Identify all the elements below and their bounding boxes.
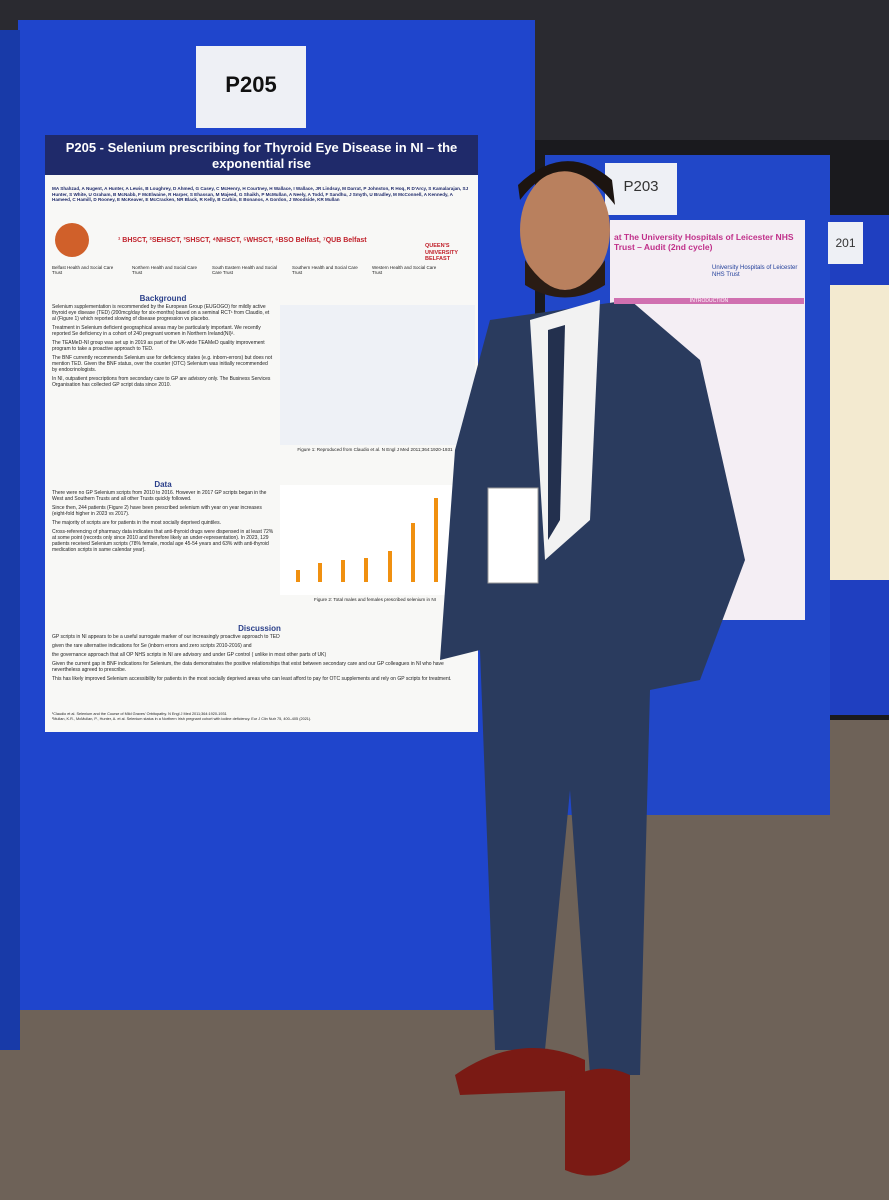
reference: ²Mullan, K.R., McMullan, P., Hunter, A. … [52,716,312,721]
discussion-section: Discussion GP scripts in NI appears to be… [52,624,467,685]
figure-caption: Figure 1: Reproduced from Claudio et al.… [297,447,453,452]
trust-name: Southern Health and Social Care Trust [292,265,358,276]
figure-caption: Figure 2: Total males and females prescr… [314,597,436,602]
references: ¹Claudio et al. Selenium and the Course … [52,712,467,721]
board-label: 201 [835,236,856,250]
paragraph: given the rare alternative indications f… [52,642,252,649]
paragraph: The BNF currently recommends Selenium us… [52,354,273,373]
paragraph: The TEAMeD-NI group was set up in 2019 a… [52,339,265,352]
poster2-section: INTRODUCTION [614,298,804,304]
section-heading: Background [139,294,187,303]
trust-name: Northern Health and Social Care Trust [132,265,198,276]
data-section: Data There were no GP Selenium scripts fr… [52,480,274,556]
figure-2 [280,485,475,595]
section-heading: Data [154,480,172,489]
paragraph: Treatment in Selenium deficient geograph… [52,324,261,337]
person [440,161,745,1176]
board-2-label [605,163,677,215]
authors: MA Shahzad, A Nugent, A Hunter, A Lewis,… [52,186,469,202]
figure-2-bars [296,498,438,582]
paragraph: Given the current gap in BNF indications… [52,660,444,673]
section-heading: Discussion [238,624,281,633]
paragraph: This has likely improved Selenium access… [52,675,452,682]
board-label: P203 [623,178,659,195]
trust-name: Western Health and Social Care Trust [372,265,437,276]
trust-logos: Belfast Health and Social Care Trust Nort… [52,265,472,276]
trust-name: Belfast Health and Social Care Trust [52,265,114,276]
logo [55,223,89,257]
reference: ¹Claudio et al. Selenium and the Course … [52,712,227,716]
paragraph: Selenium supplementation is recommended … [52,303,270,322]
board-label: P205 [225,72,277,97]
paragraph: There were no GP Selenium scripts from 2… [52,489,267,502]
paragraph: the governance approach that all OP NHS … [52,651,327,658]
figure-1 [280,305,475,445]
trust-name: South Eastern Health and Social Care Tru… [212,265,278,276]
paragraph: GP scripts in NI appears to be a useful … [52,633,280,640]
poster-title-bar [45,135,478,175]
board-3-label [828,222,863,264]
paragraph: Cross-referencing of pharmacy data indic… [52,528,274,553]
university: QUEEN'S UNIVERSITY BELFAST [425,243,458,263]
affiliations: ¹ BHSCT, ²SEHSCT, ³SHSCT, ⁴NHSCT, ⁵WHSCT… [118,237,367,244]
board-1-label [196,46,306,128]
poster2-logo: University Hospitals of Leicester NHS Tr… [712,265,798,279]
board-edge [0,30,20,1050]
poster-title: P205 - Selenium prescribing for Thyroid … [65,140,458,171]
poster2-title: at The University Hospitals of Leicester… [614,232,794,253]
paragraph: Since then, 244 patients (Figure 2) have… [52,504,262,517]
paragraph: The majority of scripts are for patients… [52,519,221,526]
background-section: Background Selenium supplementation is re… [52,294,274,391]
paragraph: In NI, outpatient prescriptions from sec… [52,375,271,388]
